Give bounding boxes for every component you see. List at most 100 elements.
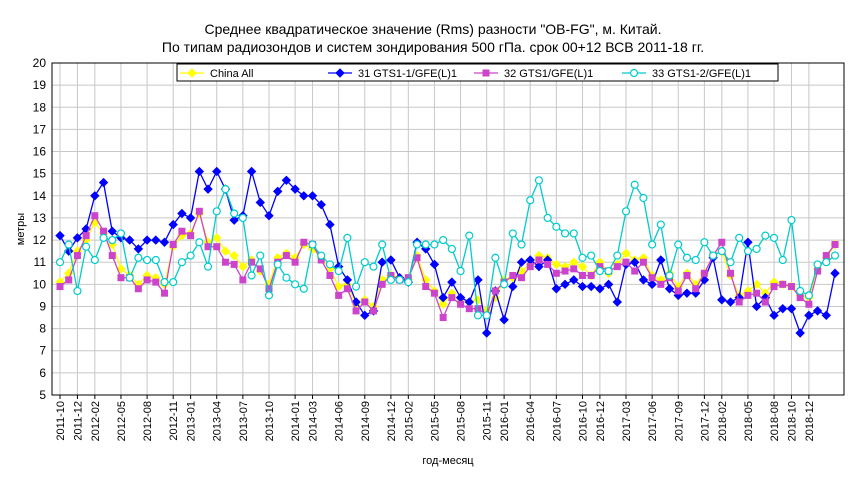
data-point [830,268,840,278]
data-point [682,288,692,298]
data-point [177,208,187,219]
data-point [473,311,483,320]
data-point [743,237,753,247]
data-point [717,295,727,305]
data-point [604,266,613,276]
grid [52,62,844,396]
data-point [326,271,334,279]
x-tick-label: 2012-08 [142,401,154,441]
data-point [751,301,762,312]
data-point [142,235,152,245]
data-point [238,261,248,272]
data-point [482,311,491,320]
x-tick-label: 2013-04 [212,401,224,441]
x-tick-label: 2016-07 [551,401,563,441]
data-point [577,281,588,292]
data-point [465,231,474,240]
data-point [830,251,840,260]
data-point [700,238,709,247]
x-tick-label: 2013-01 [186,401,198,441]
data-point [82,232,90,240]
x-tick-label: 2017-12 [699,401,711,441]
data-point [725,297,736,307]
y-tick-label: 5 [39,388,46,402]
data-point [726,258,735,267]
data-point [657,280,665,288]
data-point [90,255,99,265]
data-point [229,215,239,225]
data-point [630,180,639,189]
data-point [691,255,700,265]
data-point [273,260,282,269]
data-point [203,184,213,194]
data-point [518,274,526,282]
data-point [552,222,561,231]
data-point [587,271,595,279]
data-point [421,240,430,249]
data-point [282,252,290,260]
x-tick-label: 2014-01 [290,401,302,441]
data-point [107,226,117,236]
data-point [439,235,448,245]
data-point [631,267,639,275]
data-point [516,257,527,267]
data-point [456,266,465,276]
data-point [152,278,160,286]
data-point [664,284,675,294]
data-point [151,235,161,245]
data-point [752,244,761,254]
data-point [325,260,335,269]
data-point [603,279,614,290]
data-point [246,166,257,177]
data-point [195,207,203,215]
legend: China All 31 GTS1-1/GFE(L)1 32 GTS1/GFE(L)… [176,63,779,82]
data-point [551,284,562,294]
x-tick-label: 2018-02 [717,401,729,441]
data-point [90,191,100,201]
data-point [55,258,65,267]
data-point [229,250,239,261]
data-point [99,233,108,242]
data-point [334,266,343,276]
x-tick-label: 2014-12 [386,401,398,441]
data-point [186,251,195,260]
data-point [238,213,247,223]
data-point [160,278,169,287]
chart-title: Среднее квадратическое значение (Rms) ра… [205,21,662,37]
data-point [648,274,656,282]
data-point [481,328,492,338]
data-point [692,285,700,293]
data-point [203,262,213,271]
data-point [82,242,91,251]
data-point [272,186,283,197]
x-tick-label: 2015-02 [403,401,415,441]
data-point [447,277,457,287]
data-point [822,258,831,267]
data-point [404,278,413,287]
data-point [134,285,142,293]
data-point [143,276,151,284]
data-point [761,231,770,240]
y-axis-label: метры [15,213,27,245]
data-point [656,255,666,265]
x-tick-label: 2017-09 [673,401,685,441]
data-point [221,258,229,266]
data-point [185,213,196,223]
data-point [212,207,221,216]
data-point [264,211,274,221]
plot-frame [51,62,845,396]
data-point [578,253,587,262]
data-point [796,294,804,302]
legend-label: China All [210,68,253,80]
x-tick-label: 2016-04 [525,401,537,441]
data-point [72,233,83,243]
data-point [300,238,308,246]
data-point [786,303,797,314]
data-point [647,279,657,290]
data-point [178,227,186,235]
data-point [108,252,116,260]
y-tick-label: 8 [39,322,46,336]
data-point [360,310,370,321]
data-point [753,289,761,297]
data-point [812,306,823,316]
